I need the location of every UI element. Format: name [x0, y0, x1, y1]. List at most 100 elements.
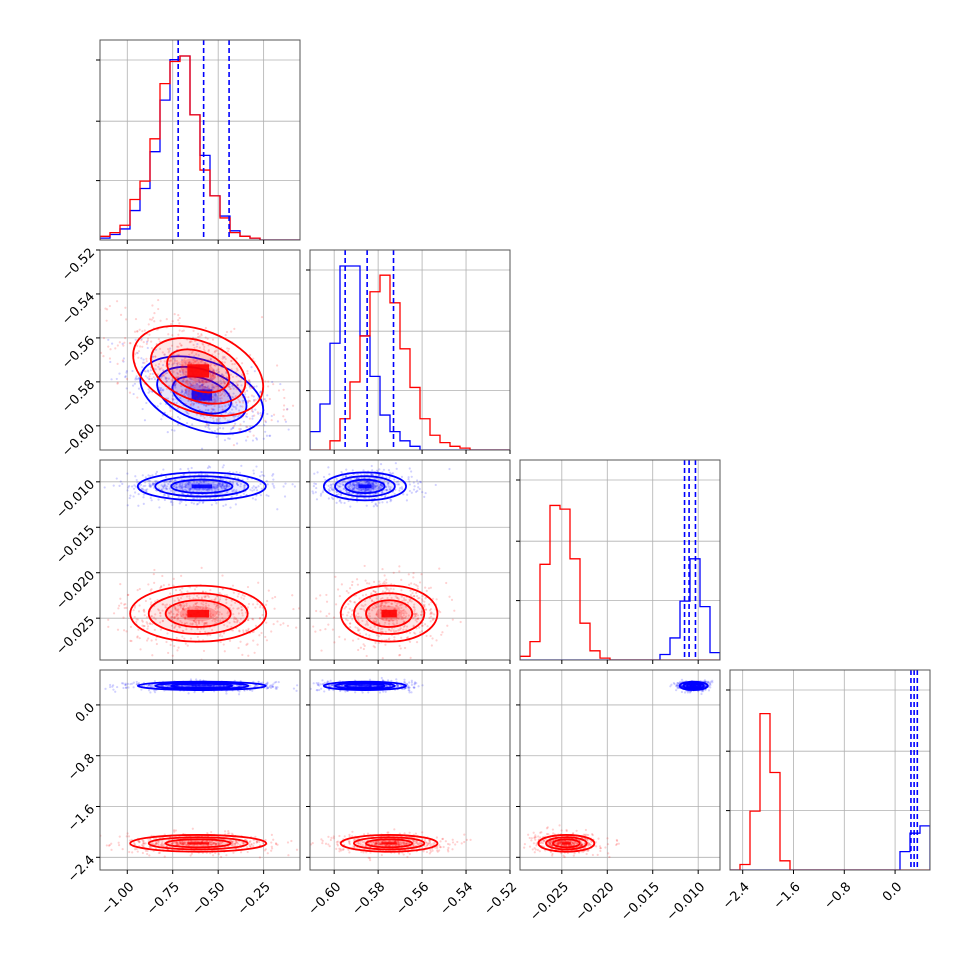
scatter-point — [177, 451, 179, 453]
scatter-point — [174, 589, 178, 592]
scatter-point — [233, 617, 236, 621]
scatter-point — [402, 493, 405, 496]
scatter-point — [229, 506, 232, 509]
scatter-point — [402, 614, 405, 617]
scatter-point — [78, 841, 80, 843]
scatter-point — [393, 478, 396, 481]
scatter-point — [378, 580, 381, 583]
scatter-point — [110, 848, 113, 851]
scatter-point — [134, 378, 137, 381]
scatter-point — [232, 443, 236, 447]
scatter-point — [246, 642, 249, 645]
scatter-point — [247, 627, 250, 630]
scatter-point — [134, 377, 137, 380]
scatter-point — [231, 490, 234, 493]
scatter-point — [257, 581, 260, 584]
scatter-point — [123, 629, 126, 632]
scatter-point — [149, 683, 153, 687]
scatter-point — [423, 600, 426, 603]
scatter-point — [374, 617, 377, 620]
scatter-point — [147, 479, 151, 482]
scatter-point — [413, 583, 416, 586]
scatter-point — [220, 855, 223, 859]
scatter-point — [429, 634, 432, 638]
scatter-point — [421, 624, 424, 627]
scatter-point — [261, 613, 264, 617]
scatter-point — [385, 617, 388, 620]
scatter-point — [193, 588, 197, 591]
scatter-point — [136, 329, 139, 333]
scatter-point — [182, 373, 185, 376]
scatter-point — [246, 370, 249, 373]
scatter-point — [229, 428, 233, 431]
scatter-point — [209, 466, 212, 469]
scatter-point — [395, 678, 398, 681]
scatter-point — [179, 486, 182, 490]
scatter-point — [220, 486, 223, 489]
scatter-point — [161, 603, 164, 606]
scatter-point — [202, 500, 205, 504]
scatter-point — [175, 842, 178, 845]
scatter-point — [138, 637, 141, 640]
scatter-point — [368, 489, 371, 493]
scatter-point — [239, 428, 242, 431]
scatter-point — [212, 618, 215, 621]
scatter-point — [361, 493, 364, 497]
scatter-point — [318, 688, 321, 692]
scatter-point — [107, 618, 110, 621]
scatter-point — [122, 616, 125, 619]
scatter-point — [433, 667, 435, 669]
scatter-point — [228, 484, 231, 488]
scatter-point — [152, 837, 155, 840]
scatter-point — [420, 613, 423, 616]
scatter-point — [373, 646, 377, 649]
scatter-point — [208, 372, 212, 375]
scatter-point — [357, 477, 360, 480]
scatter-point — [367, 691, 370, 694]
scatter-point — [147, 323, 150, 326]
scatter-point — [179, 484, 182, 488]
scatter-point — [368, 597, 372, 600]
scatter-point — [220, 381, 223, 385]
scatter-point — [232, 426, 235, 429]
scatter-point — [148, 485, 152, 488]
scatter-point — [241, 614, 244, 617]
scatter-point — [136, 330, 139, 333]
scatter-point — [162, 370, 165, 373]
scatter-point — [129, 682, 132, 686]
scatter-point — [255, 385, 258, 388]
scatter-point — [372, 482, 375, 485]
scatter-point — [107, 338, 110, 341]
scatter-point — [403, 612, 406, 615]
panel-frame — [99, 459, 301, 661]
scatter-point — [335, 501, 338, 504]
scatter-point — [363, 477, 366, 480]
scatter-point — [398, 644, 401, 647]
scatter-point — [198, 385, 201, 389]
scatter-point — [222, 632, 226, 635]
scatter-point — [161, 620, 164, 623]
scatter-point — [234, 395, 237, 398]
scatter-point — [390, 618, 393, 621]
scatter-point — [221, 487, 224, 490]
scatter-point — [241, 396, 245, 399]
scatter-point — [231, 840, 234, 844]
scatter-point — [194, 602, 198, 605]
scatter-point — [410, 491, 413, 494]
scatter-point — [385, 618, 388, 621]
scatter-point — [172, 491, 176, 495]
scatter-point — [207, 604, 210, 607]
scatter-point — [134, 491, 137, 494]
scatter-point — [221, 392, 224, 396]
scatter-point — [206, 466, 210, 470]
scatter-point — [356, 493, 359, 496]
scatter-point — [363, 564, 366, 568]
scatter-point — [372, 488, 375, 491]
scatter-point — [181, 841, 184, 844]
scatter-point — [375, 484, 379, 487]
scatter-point — [201, 383, 204, 386]
scatter-point — [168, 487, 172, 490]
scatter-point — [251, 617, 254, 620]
scatter-point — [145, 616, 149, 619]
scatter-point — [232, 489, 235, 493]
